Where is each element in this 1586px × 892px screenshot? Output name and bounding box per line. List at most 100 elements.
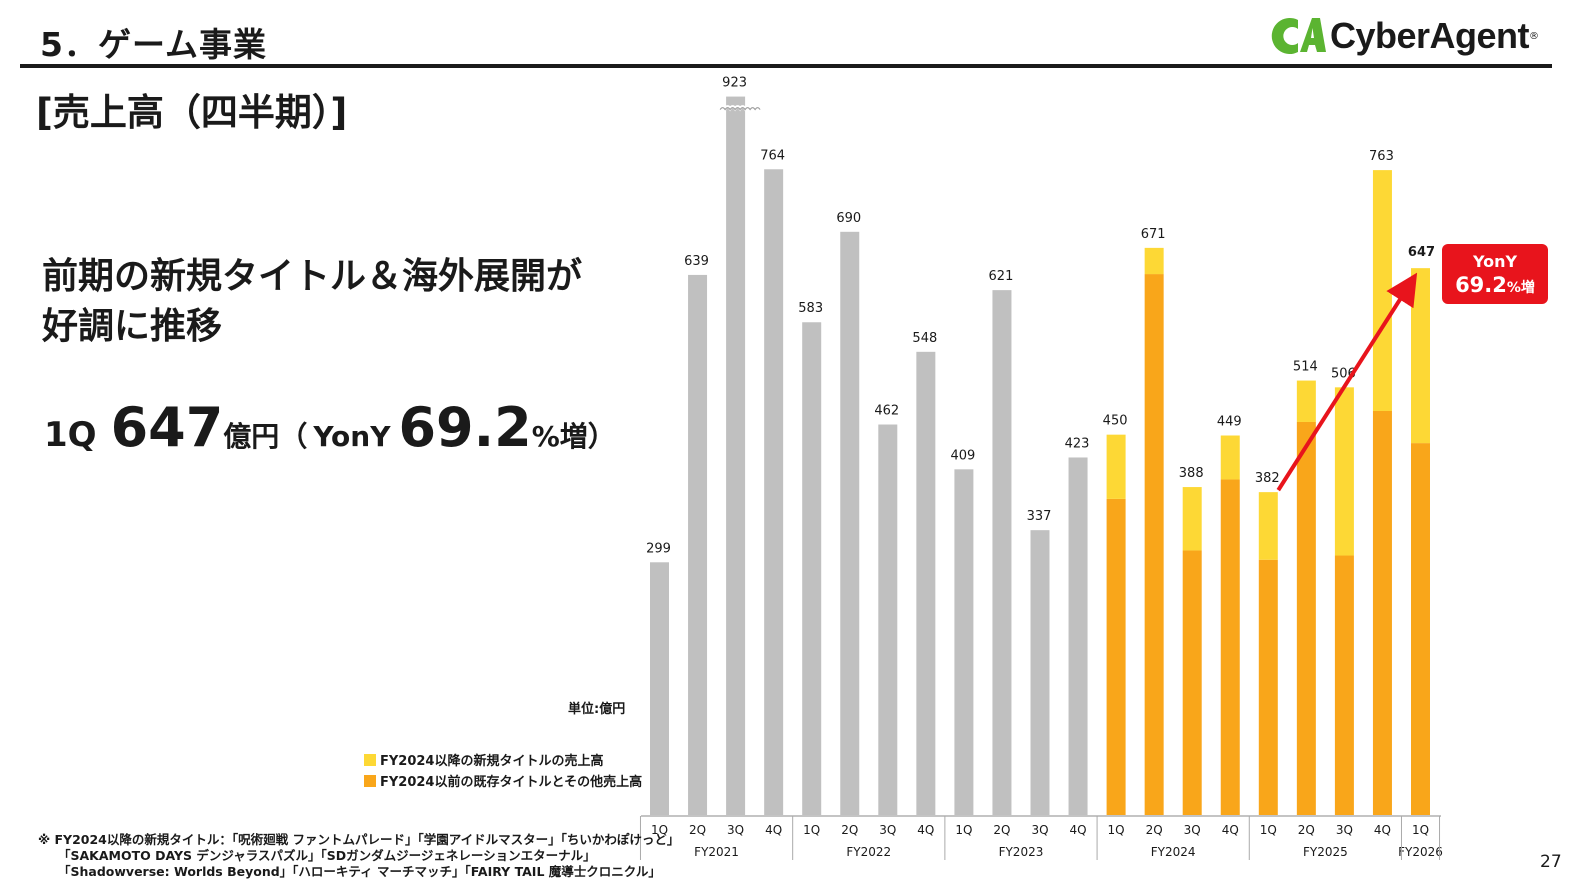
bar-segment	[1106, 498, 1126, 815]
legend-swatch-yellow	[364, 753, 376, 766]
quarter-tick-label: 4Q	[765, 823, 782, 837]
value-label: 514	[1293, 360, 1318, 375]
legend-item-existing-titles: FY2024以前の既存タイトルとその他売上高	[364, 771, 642, 790]
header-divider	[20, 64, 1552, 68]
badge-suffix: %増	[1507, 279, 1535, 296]
legend-label-new: FY2024以降の新規タイトルの売上高	[380, 754, 604, 769]
bar-segment	[1106, 434, 1126, 499]
quarter-tick-label: 1Q	[1412, 823, 1429, 837]
value-labels-layer: 299 639 923 764 583 690 462 548 409 621 337 423 450 6…	[646, 76, 1435, 557]
kpi-paren-open: （	[279, 420, 308, 453]
badge-line-2: 69.2%増	[1455, 273, 1535, 297]
axis-break-line	[719, 107, 761, 111]
bar-segment	[726, 96, 746, 815]
bar-segment	[688, 274, 708, 815]
kpi-yony-label: YonY	[313, 420, 391, 453]
bar-segment	[1030, 530, 1050, 815]
value-label: 388	[1179, 466, 1204, 481]
quarter-tick-label: 4Q	[917, 823, 934, 837]
bar-segment	[1258, 559, 1278, 815]
kpi-summary: 1Q 647億円（ YonY 69.2%増）	[44, 396, 616, 459]
bar-segment	[916, 351, 936, 815]
headline-line-1: 前期の新規タイトル＆海外展開が	[42, 256, 583, 297]
headline: 前期の新規タイトル＆海外展開が 好調に推移	[42, 252, 582, 352]
quarter-tick-label: 2Q	[689, 823, 706, 837]
footnote-line-3: 「Shadowverse: Worlds Beyond」「ハローキティ マーチマ…	[58, 864, 661, 879]
quarter-tick-label: 2Q	[993, 823, 1010, 837]
legend-swatch-orange	[364, 774, 376, 787]
bar-segment	[650, 562, 669, 815]
value-label: 548	[912, 331, 937, 346]
value-label: 382	[1255, 471, 1280, 486]
value-label: 923	[722, 76, 747, 91]
fiscal-year-label: FY2021	[694, 845, 739, 859]
value-label: 299	[646, 541, 671, 556]
quarter-tick-label: 4Q	[1070, 823, 1087, 837]
quarter-tick-label: 1Q	[1260, 823, 1277, 837]
badge-line-1: YonY	[1472, 252, 1518, 271]
unit-label: 単位:億円	[568, 702, 626, 717]
kpi-unit: 億円	[223, 420, 280, 453]
registered-mark-icon: ®	[1529, 30, 1540, 42]
footnote-line-1: ※ FY2024以降の新規タイトル：「呪術廻戦 ファントムパレード」「学園アイド…	[38, 832, 680, 847]
bar-segment	[1411, 443, 1430, 815]
bar-segment	[1182, 550, 1202, 815]
headline-line-2: 好調に推移	[42, 306, 223, 347]
bar-segment	[954, 469, 974, 815]
bar-segment	[840, 231, 860, 815]
x-axis-layer: 1Q 2Q 3Q 4Q 1Q 2Q 3Q 4Q 1Q 2Q 3Q 4Q 1Q 2Q 3Q 4Q 1Q 2Q 3Q 4Q…	[639, 815, 1443, 860]
bar-segment	[1220, 479, 1240, 815]
quarter-tick-label: 3Q	[727, 823, 744, 837]
page-number: 27	[1540, 852, 1562, 872]
quarter-tick-label: 2Q	[1298, 823, 1315, 837]
footnote-line-2: 「SAKAMOTO DAYS デンジャラスパズル」「SDガンダムジージェネレーシ…	[58, 848, 596, 863]
value-label: 647	[1408, 245, 1435, 260]
bar-segment	[764, 169, 784, 815]
bar-segment	[1296, 380, 1316, 422]
cyberagent-logo: CyberAgent ®	[1268, 10, 1539, 62]
kpi-quarter: 1Q	[44, 415, 97, 455]
kpi-growth-suffix: %増	[531, 420, 588, 453]
bar-segment	[992, 290, 1012, 815]
bar-segment	[1296, 421, 1316, 815]
growth-arrow	[1276, 272, 1418, 492]
value-label: 337	[1027, 509, 1052, 524]
kpi-growth: 69.2	[398, 396, 532, 459]
value-label: 690	[836, 211, 861, 226]
bar-segment	[1258, 492, 1278, 560]
bar-segment	[1144, 274, 1164, 815]
value-label: 449	[1217, 415, 1242, 430]
fiscal-year-label: FY2022	[846, 845, 891, 859]
fiscal-year-label: FY2023	[999, 845, 1044, 859]
section-title: 5．ゲーム事業	[40, 25, 267, 64]
quarter-tick-label: 3Q	[1336, 823, 1353, 837]
value-label: 583	[798, 301, 823, 316]
annotation-layer	[1276, 272, 1418, 492]
quarter-tick-label: 4Q	[1374, 823, 1391, 837]
quarter-tick-label: 1Q	[955, 823, 972, 837]
bar-segment	[1372, 170, 1392, 411]
value-label: 462	[874, 404, 899, 419]
quarter-tick-label: 1Q	[803, 823, 820, 837]
slide-heading: [売上高（四半期）]	[36, 91, 348, 134]
bar-segment	[1334, 555, 1354, 815]
axis-break-mark	[718, 105, 762, 112]
value-label: 621	[989, 269, 1014, 284]
quarter-tick-label: 3Q	[1184, 823, 1201, 837]
bar-segment	[802, 322, 822, 815]
value-label: 639	[684, 254, 709, 269]
value-label: 763	[1369, 149, 1394, 164]
quarter-tick-label: 3Q	[1031, 823, 1048, 837]
bar-segment	[878, 424, 898, 815]
logo-mark-icon	[1271, 18, 1326, 54]
fiscal-year-label: FY2026	[1398, 845, 1443, 859]
kpi-paren-close: ）	[587, 420, 616, 453]
value-label: 671	[1141, 227, 1166, 242]
value-label: 450	[1103, 414, 1128, 429]
value-label: 423	[1065, 436, 1090, 451]
bar-segment	[1411, 268, 1430, 444]
bar-segment	[1068, 457, 1088, 815]
bar-segment	[1144, 247, 1164, 275]
quarter-tick-label: 3Q	[879, 823, 896, 837]
